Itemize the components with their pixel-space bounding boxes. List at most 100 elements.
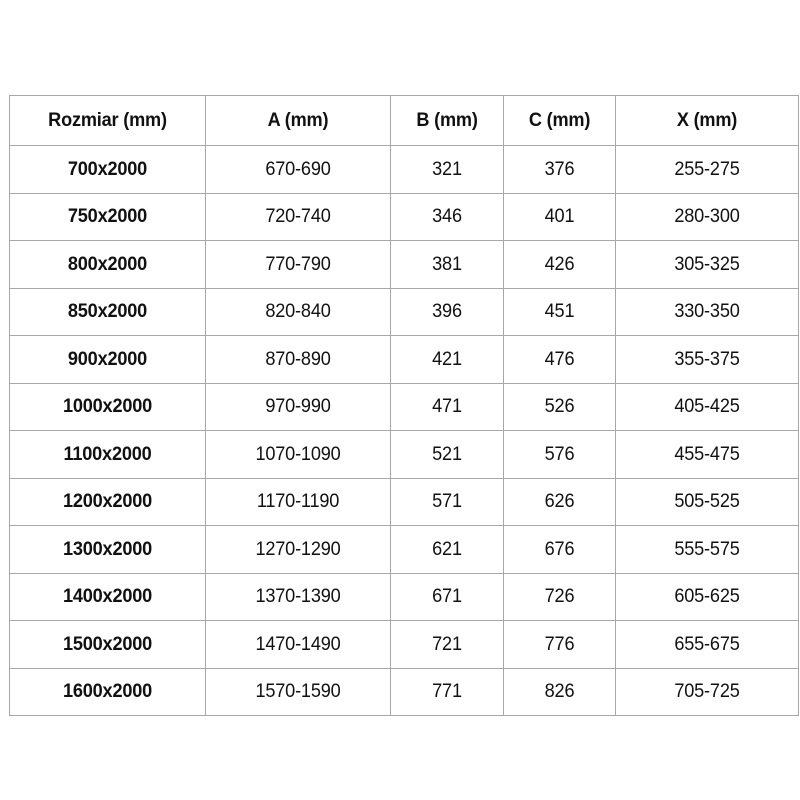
cell-value: 571: [432, 490, 462, 512]
table-row: 900x2000 870-890 421 476 355-375: [9, 335, 799, 384]
cell-rozmiar: 1400x2000: [9, 572, 206, 621]
cell-value: 405-425: [674, 395, 740, 417]
cell-value: 576: [544, 442, 575, 465]
cell-c: 626: [503, 477, 616, 526]
cell-a: 1070-1090: [205, 430, 391, 479]
table-row: 750x2000 720-740 346 401 280-300: [9, 192, 799, 241]
cell-b: 346: [390, 192, 504, 241]
cell-value: 770-790: [265, 252, 331, 275]
cell-value: 1000x2000: [62, 395, 153, 417]
cell-x: 605-625: [615, 572, 799, 621]
cell-a: 1270-1290: [205, 525, 391, 574]
cell-value: 376: [544, 157, 575, 180]
cell-b: 421: [390, 335, 504, 384]
cell-b: 381: [390, 240, 504, 289]
cell-value: 820-840: [265, 300, 331, 322]
cell-value: 900x2000: [67, 347, 148, 370]
cell-x: 555-575: [615, 525, 799, 574]
cell-a: 720-740: [205, 192, 391, 241]
cell-value: 526: [544, 395, 575, 417]
cell-value: 471: [432, 395, 462, 417]
cell-value: 1200x2000: [62, 490, 153, 512]
cell-value: 705-725: [674, 680, 740, 702]
cell-value: 1270-1290: [255, 537, 341, 560]
cell-rozmiar: 1000x2000: [9, 382, 206, 431]
cell-rozmiar: 700x2000: [9, 145, 206, 194]
cell-x: 705-725: [615, 667, 799, 716]
cell-value: 455-475: [674, 442, 740, 465]
cell-x: 655-675: [615, 620, 799, 669]
column-header-x: X (mm): [615, 95, 799, 146]
cell-value: 505-525: [674, 490, 740, 512]
cell-c: 451: [503, 287, 616, 336]
cell-value: 850x2000: [67, 300, 148, 322]
column-header-c: C (mm): [503, 95, 616, 146]
table-container: Rozmiar (mm) A (mm) B (mm) C (mm) X (mm) 700…: [9, 95, 799, 716]
cell-value: 1070-1090: [255, 442, 341, 465]
cell-c: 676: [503, 525, 616, 574]
cell-b: 621: [390, 525, 504, 574]
cell-x: 330-350: [615, 287, 799, 336]
cell-value: 670-690: [265, 157, 331, 180]
table-row: 700x2000 670-690 321 376 255-275: [9, 145, 799, 194]
cell-value: 555-575: [674, 537, 740, 560]
cell-value: 826: [544, 680, 575, 702]
cell-value: 476: [544, 347, 575, 370]
cell-a: 770-790: [205, 240, 391, 289]
cell-value: 655-675: [674, 632, 740, 655]
cell-value: 1300x2000: [62, 537, 153, 560]
cell-a: 1470-1490: [205, 620, 391, 669]
cell-value: 771: [432, 680, 462, 702]
cell-a: 1570-1590: [205, 667, 391, 716]
column-header-label: Rozmiar (mm): [48, 108, 167, 131]
cell-value: 1370-1390: [255, 585, 341, 607]
cell-value: 255-275: [674, 157, 740, 180]
cell-x: 455-475: [615, 430, 799, 479]
cell-b: 521: [390, 430, 504, 479]
table-body: 700x2000 670-690 321 376 255-275 750x2000 720-…: [9, 145, 799, 716]
cell-value: 800x2000: [67, 252, 148, 275]
column-header-a: A (mm): [205, 95, 391, 146]
column-header-label: X (mm): [676, 108, 738, 131]
cell-x: 405-425: [615, 382, 799, 431]
table-header: Rozmiar (mm) A (mm) B (mm) C (mm) X (mm): [9, 95, 799, 146]
cell-value: 605-625: [674, 585, 740, 607]
cell-a: 970-990: [205, 382, 391, 431]
cell-a: 670-690: [205, 145, 391, 194]
cell-c: 401: [503, 192, 616, 241]
column-header-label: A (mm): [267, 108, 329, 131]
cell-a: 1370-1390: [205, 572, 391, 621]
cell-value: 396: [432, 300, 462, 322]
cell-value: 1500x2000: [62, 632, 153, 655]
cell-rozmiar: 1500x2000: [9, 620, 206, 669]
cell-c: 826: [503, 667, 616, 716]
cell-rozmiar: 1600x2000: [9, 667, 206, 716]
cell-value: 626: [544, 490, 575, 512]
cell-b: 571: [390, 477, 504, 526]
cell-rozmiar: 750x2000: [9, 192, 206, 241]
cell-value: 700x2000: [67, 157, 148, 180]
cell-value: 355-375: [674, 347, 740, 370]
cell-a: 820-840: [205, 287, 391, 336]
cell-rozmiar: 850x2000: [9, 287, 206, 336]
table-row: 1500x2000 1470-1490 721 776 655-675: [9, 620, 799, 669]
cell-value: 521: [432, 442, 462, 465]
cell-value: 426: [544, 252, 575, 275]
cell-value: 870-890: [265, 347, 331, 370]
cell-value: 1170-1190: [256, 490, 340, 512]
cell-value: 305-325: [674, 252, 740, 275]
cell-rozmiar: 800x2000: [9, 240, 206, 289]
cell-b: 671: [390, 572, 504, 621]
cell-value: 970-990: [265, 395, 331, 417]
table-row: 1100x2000 1070-1090 521 576 455-475: [9, 430, 799, 479]
cell-value: 381: [432, 252, 462, 275]
table-row: 1200x2000 1170-1190 571 626 505-525: [9, 477, 799, 526]
cell-value: 721: [432, 632, 462, 655]
shower-dimensions-table: Rozmiar (mm) A (mm) B (mm) C (mm) X (mm) 700…: [9, 95, 799, 716]
cell-b: 396: [390, 287, 504, 336]
cell-rozmiar: 1200x2000: [9, 477, 206, 526]
cell-b: 471: [390, 382, 504, 431]
cell-value: 1570-1590: [255, 680, 341, 702]
cell-value: 421: [432, 347, 462, 370]
